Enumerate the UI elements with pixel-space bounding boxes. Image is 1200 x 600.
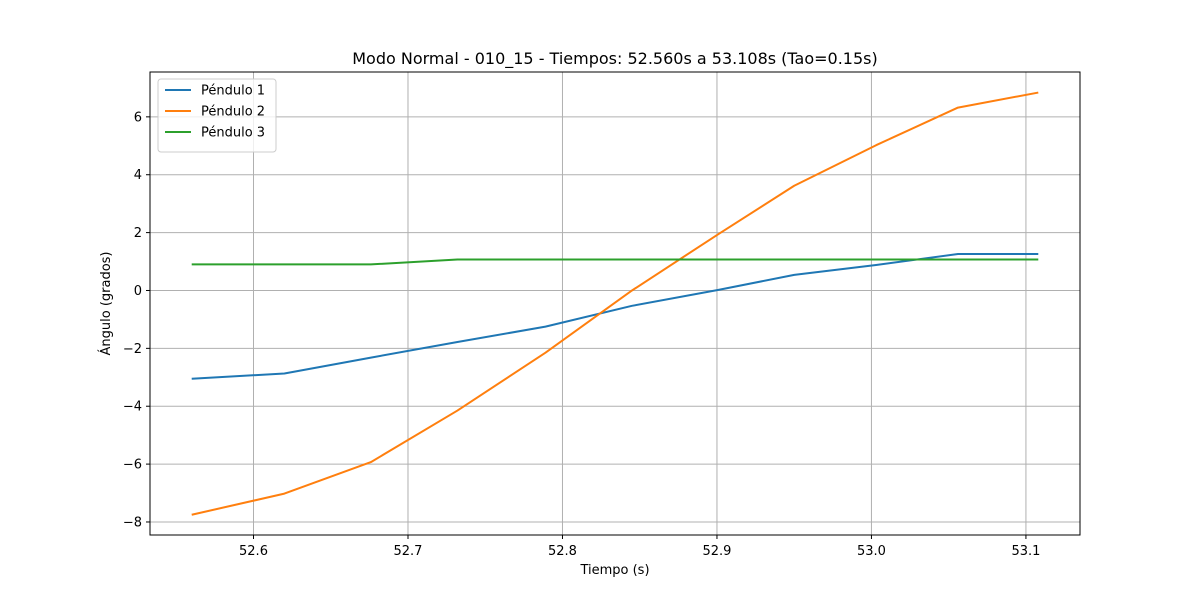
y-tick-label: −6 — [123, 458, 142, 473]
y-tick-label: 4 — [134, 168, 142, 183]
x-tick-label: 52.8 — [548, 544, 577, 559]
series-line-pendulo-2 — [191, 91, 1039, 516]
y-tick-label: −2 — [123, 342, 142, 357]
y-axis-label: Ángulo (grados) — [98, 251, 114, 355]
y-tick-label: −8 — [123, 515, 142, 530]
x-tick-label: 52.7 — [394, 544, 423, 559]
series-line-pendulo-3 — [191, 258, 1039, 266]
legend-label: Péndulo 1 — [201, 84, 265, 99]
x-tick-label: 52.6 — [239, 544, 268, 559]
series-lines — [191, 91, 1039, 516]
x-tick-label: 53.1 — [1011, 544, 1040, 559]
legend-label: Péndulo 2 — [201, 105, 265, 120]
legend: Péndulo 1 Péndulo 2 Péndulo 3 — [157, 78, 277, 153]
series-line-pendulo-1 — [191, 253, 1039, 380]
grid — [150, 72, 1080, 535]
x-tick-label: 53.0 — [857, 544, 886, 559]
y-tick-label: 6 — [134, 110, 142, 125]
plot-area-frame — [149, 71, 1081, 536]
x-axis-label: Tiempo (s) — [579, 563, 649, 578]
y-tick-label: −4 — [123, 400, 142, 415]
axis-ticks: 52.6 52.7 52.8 52.9 53.0 53.1 −8 −6 −4 −2 0 2 4 6 — [123, 110, 1041, 559]
legend-box — [157, 78, 277, 153]
legend-label: Péndulo 3 — [201, 126, 265, 141]
y-tick-label: 2 — [134, 226, 142, 241]
x-tick-label: 52.9 — [702, 544, 731, 559]
chart-title: Modo Normal - 010_15 - Tiempos: 52.560s … — [352, 49, 878, 69]
y-tick-label: 0 — [134, 284, 142, 299]
